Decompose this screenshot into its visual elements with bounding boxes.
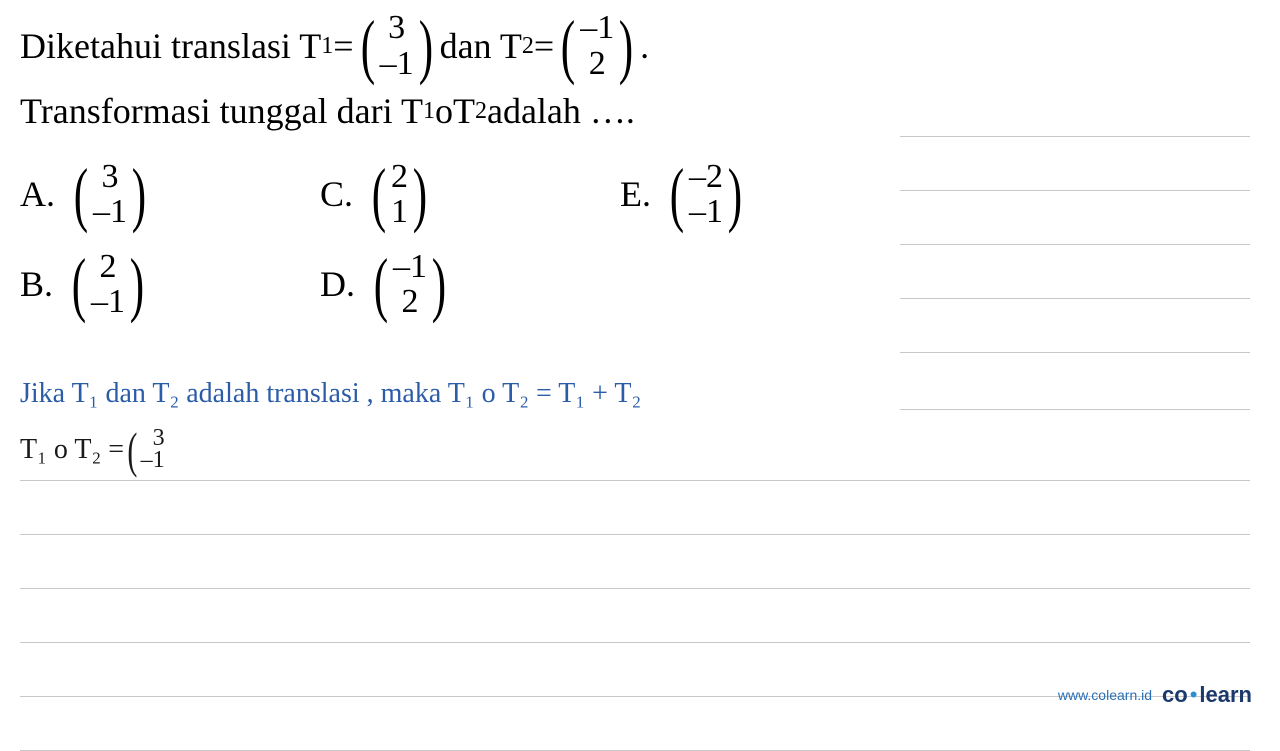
footer-brand: co•learn [1162, 682, 1252, 708]
footer-url: www.colearn.id [1058, 687, 1152, 703]
eq-text-2: = [534, 19, 554, 73]
hw-vector: ( 3 –1 [124, 428, 165, 471]
option-d: D. (–12) [320, 239, 620, 329]
opt-e-top: –2 [689, 159, 723, 195]
hw-v-bottom: –1 [141, 450, 165, 472]
t1-top: 3 [388, 10, 405, 46]
eq-text: = [333, 19, 353, 73]
handwritten-line-1: Jika T₁ dan T₂ adalah translasi , maka T… [20, 378, 641, 410]
opt-b-top: 2 [100, 249, 117, 285]
option-b: B. (2–1) [20, 239, 320, 329]
sub-2: 2 [522, 28, 534, 64]
text-pre: Diketahui translasi T [20, 19, 321, 73]
line2-sub1: 1 [423, 93, 435, 129]
option-c-label: C. [320, 167, 353, 221]
option-c: C. (21) [320, 149, 620, 239]
period: . [640, 19, 649, 73]
opt-d-top: –1 [393, 249, 427, 285]
hw-line1-text: Jika T₁ dan T₂ adalah translasi , maka T… [20, 378, 641, 409]
opt-c-bottom: 1 [391, 194, 408, 230]
problem-area: Diketahui translasi T1 = ( 3 –1 ) dan T2… [0, 0, 1280, 329]
line2-post: adalah …. [487, 84, 635, 138]
line2-sub2: 2 [475, 93, 487, 129]
problem-statement: Diketahui translasi T1 = ( 3 –1 ) dan T2… [20, 10, 1260, 329]
brand-sep: • [1190, 682, 1198, 707]
options-grid: A. (3–1) B. (2–1) C. (21) D. (–12) [20, 149, 1260, 329]
option-b-label: B. [20, 257, 53, 311]
handwritten-line-2: T₁ o T₂ = ( 3 –1 [20, 428, 165, 471]
vector-t1: ( 3 –1 ) [356, 10, 438, 81]
dan-text: dan T [440, 19, 522, 73]
opt-a-bottom: –1 [93, 194, 127, 230]
opt-c-top: 2 [391, 159, 408, 195]
opt-d-bottom: 2 [401, 284, 418, 320]
t1-bottom: –1 [380, 46, 414, 82]
option-e: E. (–2–1) [620, 149, 920, 239]
option-d-label: D. [320, 257, 355, 311]
option-e-label: E. [620, 167, 651, 221]
opt-b-bottom: –1 [91, 284, 125, 320]
sub-1: 1 [321, 28, 333, 64]
t2-top: –1 [580, 10, 614, 46]
brand-learn: learn [1199, 682, 1252, 707]
vector-t2: ( –1 2 ) [556, 10, 638, 81]
line2-pre: Transformasi tunggal dari T [20, 84, 423, 138]
opt-a-top: 3 [101, 159, 118, 195]
option-a-label: A. [20, 167, 55, 221]
option-a: A. (3–1) [20, 149, 320, 239]
hw-line2-pre: T₁ o T₂ = [20, 434, 124, 466]
brand-co: co [1162, 682, 1188, 707]
t2-bottom: 2 [589, 46, 606, 82]
opt-e-bottom: –1 [689, 194, 723, 230]
line2-o: oT [435, 84, 475, 138]
footer: www.colearn.id co•learn [1058, 682, 1252, 708]
